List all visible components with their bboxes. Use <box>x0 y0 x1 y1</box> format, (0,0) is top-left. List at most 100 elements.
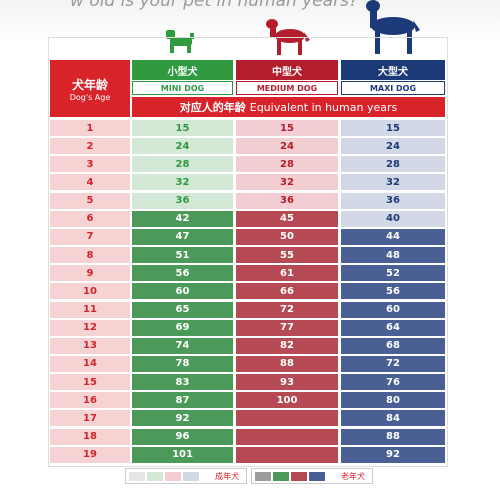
age-header: 犬年龄 Dog's Age <box>50 60 130 117</box>
age-cell: 19 <box>50 446 130 463</box>
value-cell <box>236 446 338 463</box>
age-cell: 8 <box>50 247 130 264</box>
value-cell: 52 <box>341 265 445 282</box>
page-title: w old is your pet in human years? <box>70 0 358 11</box>
value-cell: 15 <box>132 120 233 136</box>
value-cell: 32 <box>341 174 445 191</box>
value-cell: 68 <box>341 337 445 354</box>
value-cell: 42 <box>132 210 233 227</box>
age-cell: 7 <box>50 228 130 245</box>
value-cell: 84 <box>341 410 445 427</box>
legend-swatch <box>255 471 271 481</box>
age-cell: 10 <box>50 283 130 300</box>
value-cell: 51 <box>132 247 233 264</box>
age-cell: 16 <box>50 392 130 409</box>
value-cell: 69 <box>132 319 233 336</box>
value-cell: 65 <box>132 301 233 318</box>
value-cell: 93 <box>236 374 338 391</box>
value-cell: 101 <box>132 446 233 463</box>
value-cell: 82 <box>236 337 338 354</box>
subheader: 对应人的年龄 Equivalent in human years <box>132 97 445 117</box>
legend-swatch <box>183 471 199 481</box>
column-header-en: MAXI DOG <box>341 81 445 95</box>
value-cell: 88 <box>236 355 338 372</box>
legend-senior: 老年犬 <box>251 468 373 484</box>
value-cell: 36 <box>341 192 445 209</box>
column-header: 小型犬 <box>132 60 233 80</box>
age-cell: 6 <box>50 210 130 227</box>
value-cell: 32 <box>236 174 338 191</box>
column-header-en: MEDIUM DOG <box>236 81 338 95</box>
value-cell: 40 <box>341 210 445 227</box>
column-header: 大型犬 <box>341 60 445 80</box>
value-cell: 96 <box>132 428 233 445</box>
value-cell: 36 <box>132 192 233 209</box>
age-cell: 1 <box>50 120 130 136</box>
legend-swatch <box>129 471 145 481</box>
value-cell: 72 <box>341 355 445 372</box>
value-cell: 60 <box>341 301 445 318</box>
dog-icons <box>166 0 420 55</box>
value-cell: 36 <box>236 192 338 209</box>
value-cell: 56 <box>132 265 233 282</box>
value-cell: 78 <box>132 355 233 372</box>
age-cell: 5 <box>50 192 130 209</box>
table-frame <box>48 37 448 467</box>
age-cell: 12 <box>50 319 130 336</box>
age-cell: 15 <box>50 374 130 391</box>
legend-swatch <box>309 471 325 481</box>
value-cell: 24 <box>132 138 233 155</box>
value-cell: 60 <box>132 283 233 300</box>
age-cell: 13 <box>50 337 130 354</box>
value-cell: 66 <box>236 283 338 300</box>
value-cell <box>236 428 338 445</box>
value-cell: 100 <box>236 392 338 409</box>
age-cell: 9 <box>50 265 130 282</box>
value-cell: 92 <box>341 446 445 463</box>
value-cell: 74 <box>132 337 233 354</box>
medium-dog-icon <box>266 19 310 55</box>
value-cell: 45 <box>236 210 338 227</box>
maxi-dog-icon <box>366 0 420 54</box>
value-cell: 47 <box>132 228 233 245</box>
legend-swatch <box>273 471 289 481</box>
column-header: 中型犬 <box>236 60 338 80</box>
value-cell: 50 <box>236 228 338 245</box>
value-cell: 24 <box>236 138 338 155</box>
column-header-en: MINI DOG <box>132 81 233 95</box>
value-cell: 55 <box>236 247 338 264</box>
value-cell: 83 <box>132 374 233 391</box>
legend-swatch <box>165 471 181 481</box>
legend-adult-label: 成年犬 <box>215 471 239 481</box>
value-cell: 92 <box>132 410 233 427</box>
mini-dog-icon <box>166 30 194 53</box>
value-cell <box>236 410 338 427</box>
value-cell: 76 <box>341 374 445 391</box>
value-cell: 72 <box>236 301 338 318</box>
value-cell: 87 <box>132 392 233 409</box>
legend-swatch <box>291 471 307 481</box>
age-cell: 4 <box>50 174 130 191</box>
legend-senior-label: 老年犬 <box>341 471 365 481</box>
age-cell: 18 <box>50 428 130 445</box>
value-cell: 48 <box>341 247 445 264</box>
age-cell: 11 <box>50 301 130 318</box>
age-cell: 14 <box>50 355 130 372</box>
value-cell: 56 <box>341 283 445 300</box>
subheader-zh: 对应人的年龄 <box>179 101 246 114</box>
age-cell: 2 <box>50 138 130 155</box>
value-cell: 80 <box>341 392 445 409</box>
legend-swatch <box>147 471 163 481</box>
value-cell: 28 <box>341 156 445 173</box>
legend-adult: 成年犬 <box>125 468 247 484</box>
age-header-zh: 犬年龄 <box>71 77 108 92</box>
value-cell: 64 <box>341 319 445 336</box>
age-cell: 3 <box>50 156 130 173</box>
value-cell: 44 <box>341 228 445 245</box>
age-cell: 17 <box>50 410 130 427</box>
value-cell: 61 <box>236 265 338 282</box>
value-cell: 24 <box>341 138 445 155</box>
value-cell: 77 <box>236 319 338 336</box>
value-cell: 88 <box>341 428 445 445</box>
